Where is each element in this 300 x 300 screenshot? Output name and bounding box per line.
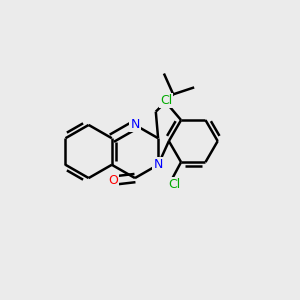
Text: Cl: Cl — [168, 178, 180, 191]
Text: Cl: Cl — [160, 94, 172, 106]
Text: O: O — [108, 174, 118, 187]
Text: N: N — [153, 158, 163, 171]
Text: N: N — [130, 118, 140, 131]
